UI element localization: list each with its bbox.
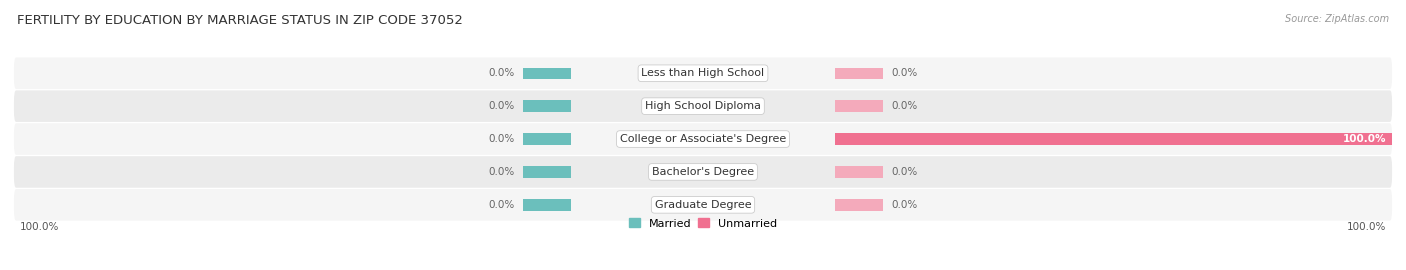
Text: 0.0%: 0.0% — [488, 167, 515, 177]
Text: FERTILITY BY EDUCATION BY MARRIAGE STATUS IN ZIP CODE 37052: FERTILITY BY EDUCATION BY MARRIAGE STATU… — [17, 14, 463, 26]
Bar — [835, 166, 883, 178]
Bar — [835, 199, 883, 211]
Text: 0.0%: 0.0% — [891, 68, 918, 78]
Bar — [523, 166, 571, 178]
Text: 100.0%: 100.0% — [1343, 134, 1386, 144]
Text: 0.0%: 0.0% — [891, 167, 918, 177]
Text: 0.0%: 0.0% — [488, 200, 515, 210]
FancyBboxPatch shape — [14, 189, 1392, 221]
Legend: Married, Unmarried: Married, Unmarried — [624, 214, 782, 233]
Text: 0.0%: 0.0% — [488, 68, 515, 78]
Text: Bachelor's Degree: Bachelor's Degree — [652, 167, 754, 177]
Text: College or Associate's Degree: College or Associate's Degree — [620, 134, 786, 144]
Text: 0.0%: 0.0% — [488, 134, 515, 144]
FancyBboxPatch shape — [14, 123, 1392, 155]
Bar — [835, 100, 883, 112]
Bar — [835, 133, 1406, 145]
Bar — [523, 68, 571, 79]
Bar — [523, 100, 571, 112]
Text: Less than High School: Less than High School — [641, 68, 765, 78]
Text: Source: ZipAtlas.com: Source: ZipAtlas.com — [1285, 14, 1389, 23]
FancyBboxPatch shape — [14, 156, 1392, 188]
Text: 100.0%: 100.0% — [20, 222, 59, 232]
Bar — [523, 133, 571, 145]
Text: Graduate Degree: Graduate Degree — [655, 200, 751, 210]
Bar — [523, 199, 571, 211]
Bar — [835, 68, 883, 79]
FancyBboxPatch shape — [14, 58, 1392, 89]
FancyBboxPatch shape — [14, 90, 1392, 122]
Text: High School Diploma: High School Diploma — [645, 101, 761, 111]
Text: 0.0%: 0.0% — [488, 101, 515, 111]
Text: 0.0%: 0.0% — [891, 101, 918, 111]
Text: 0.0%: 0.0% — [891, 200, 918, 210]
Text: 100.0%: 100.0% — [1347, 222, 1386, 232]
